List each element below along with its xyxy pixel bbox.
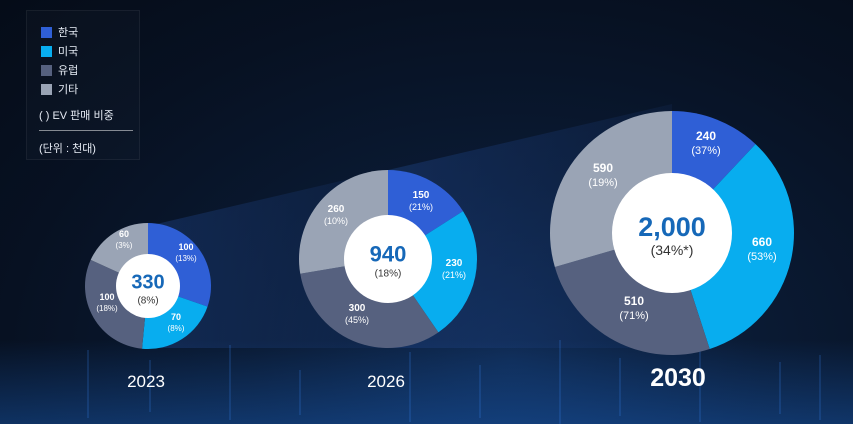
legend-swatch-other xyxy=(41,83,52,95)
year-label-2026: 2026 xyxy=(367,372,405,391)
value-label-2023-0: 100 xyxy=(178,242,193,252)
legend-item-europe: 유럽 xyxy=(41,63,78,77)
donut-2023: 330 (8%) 100 (13%) 70 (8%) 100 (18%) 60 (3%) 2023 xyxy=(85,223,211,391)
floor-glow xyxy=(0,340,853,424)
share-label-2023-3: (3%) xyxy=(116,241,133,250)
total-share-2030: (34%*) xyxy=(651,242,694,258)
share-label-2026-3: (10%) xyxy=(324,216,348,226)
value-label-2026-1: 230 xyxy=(446,258,463,269)
total-2026: 940 xyxy=(370,242,407,267)
donut-hole-2026 xyxy=(344,215,432,303)
share-label-2023-0: (13%) xyxy=(175,254,197,263)
legend-swatch-europe xyxy=(41,64,52,76)
share-label-2023-1: (8%) xyxy=(168,324,185,333)
legend-item-other: 기타 xyxy=(41,82,78,96)
total-share-2023: (8%) xyxy=(137,295,158,306)
donut-2026: 940(18%)150(21%)230(21%)300(45%)260(10%)… xyxy=(299,170,478,391)
total-2030: 2,000 xyxy=(638,212,706,242)
share-label-2026-0: (21%) xyxy=(409,202,433,212)
value-label-2026-2: 300 xyxy=(349,303,366,314)
value-label-2023-3: 60 xyxy=(119,229,129,239)
value-label-2026-0: 150 xyxy=(413,190,430,201)
value-label-2030-1: 660 xyxy=(752,235,772,249)
legend-ev-share-note: ( ) EV 판매 비중 xyxy=(39,110,114,122)
value-label-2030-3: 590 xyxy=(593,161,613,175)
slice-2030-1 xyxy=(672,144,795,350)
share-label-2030-3: (19%) xyxy=(588,177,617,189)
total-2023: 330 xyxy=(131,271,164,293)
slice-2026-2 xyxy=(300,259,439,348)
legend-label-europe: 유럽 xyxy=(58,65,79,77)
legend-item-usa: 미국 xyxy=(41,44,78,58)
share-label-2030-0: (37%) xyxy=(691,145,720,157)
value-label-2026-3: 260 xyxy=(328,204,345,215)
legend-swatch-usa xyxy=(41,45,52,57)
value-label-2023-2: 100 xyxy=(99,292,114,302)
legend-unit: (단위 : 천대) xyxy=(39,143,96,155)
total-share-2026: (18%) xyxy=(375,269,402,280)
legend-label-korea: 한국 xyxy=(58,27,79,39)
legend-item-korea: 한국 xyxy=(41,25,78,39)
value-label-2030-0: 240 xyxy=(696,129,716,143)
legend-label-other: 기타 xyxy=(58,84,79,96)
year-label-2030: 2030 xyxy=(650,364,706,392)
share-label-2030-2: (71%) xyxy=(619,310,648,322)
share-label-2030-1: (53%) xyxy=(747,251,776,263)
share-label-2026-1: (21%) xyxy=(442,270,466,280)
value-label-2023-1: 70 xyxy=(171,312,181,322)
legend-divider xyxy=(39,130,133,131)
share-label-2023-2: (18%) xyxy=(96,304,118,313)
slice-2026-1 xyxy=(388,211,478,333)
share-label-2026-2: (45%) xyxy=(345,315,369,325)
year-label-2023: 2023 xyxy=(127,372,165,391)
donut-2030: 2,000(34%*) 240 (37%) 660 (53%) 510 (71%) 590 (1… xyxy=(550,111,795,392)
value-label-2030-2: 510 xyxy=(624,294,644,308)
donut-hole-2030 xyxy=(612,173,732,293)
donut-hole-2023 xyxy=(116,254,180,318)
legend-swatch-korea xyxy=(41,26,52,38)
legend-label-usa: 미국 xyxy=(58,46,79,58)
legend: 한국 미국 유럽 기타 ( ) EV 판매 비중 (단위 : 천대) xyxy=(26,10,140,160)
